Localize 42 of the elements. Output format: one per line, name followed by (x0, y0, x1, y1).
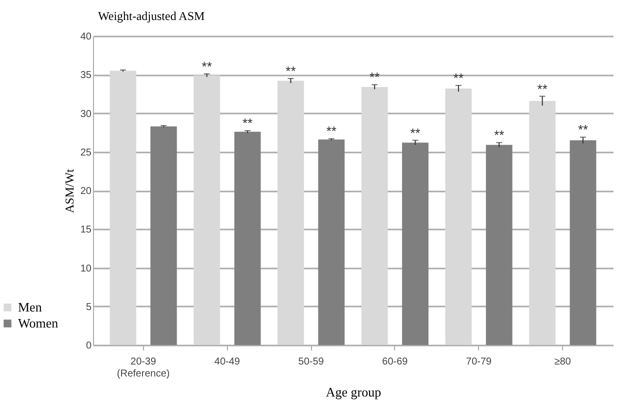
data-label: ** (202, 58, 212, 74)
bar (361, 86, 388, 345)
y-tick-label: 25 (80, 147, 92, 158)
bar (445, 88, 472, 345)
y-tick-label: 15 (80, 224, 92, 236)
bar (194, 75, 220, 345)
bar (234, 132, 261, 345)
data-label: ** (494, 128, 504, 143)
x-tick-label: 50-59 (298, 356, 324, 368)
x-tick-label: 20-39 (Reference) (116, 356, 170, 380)
data-label: ** (286, 63, 296, 78)
data-label: ** (410, 125, 420, 140)
bar (278, 80, 304, 345)
y-tick-label: 35 (80, 70, 92, 82)
bar (110, 70, 136, 345)
y-tick-label: 10 (80, 263, 92, 274)
x-tick-label: ≥80 (554, 356, 572, 368)
y-tick-label: 20 (80, 186, 92, 197)
y-tick-label: 0 (86, 340, 92, 352)
data-label: ** (326, 124, 336, 139)
x-tick-label: 70-79 (466, 356, 492, 368)
x-tick-label: 40-49 (214, 356, 240, 368)
y-axis-title: ASM/Wt (62, 168, 76, 214)
bar (402, 142, 428, 345)
bar (486, 144, 512, 345)
y-tick-label: 40 (80, 32, 92, 42)
data-label: ** (537, 81, 548, 96)
data-label: ** (242, 116, 253, 131)
data-label: ** (578, 122, 588, 138)
bar (529, 100, 556, 345)
x-tick-label: 60-69 (382, 356, 408, 368)
data-label: ** (370, 70, 380, 85)
legend-label: Women (18, 316, 59, 330)
y-tick-label: 5 (86, 302, 92, 313)
chart-title: Weight-adjusted ASM (98, 9, 206, 23)
x-axis-title: Age group (326, 384, 382, 400)
bar (150, 126, 177, 345)
legend-label: Men (18, 300, 42, 314)
bar (570, 140, 596, 345)
data-label: ** (453, 70, 464, 86)
bar (318, 140, 345, 345)
y-tick-label: 30 (80, 108, 92, 120)
